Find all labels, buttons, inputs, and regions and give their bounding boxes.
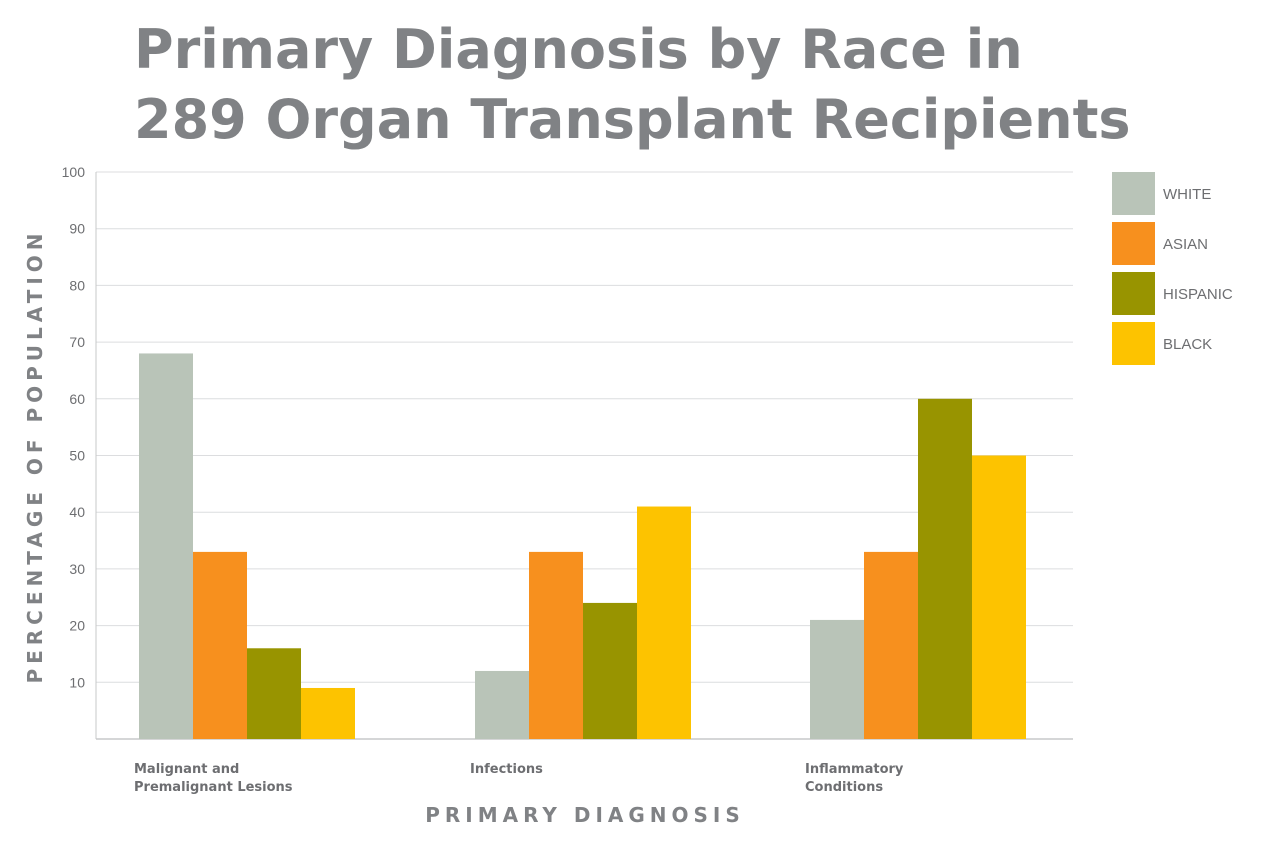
bar-black (972, 455, 1026, 739)
bar-black (637, 506, 691, 739)
y-tick-label: 80 (69, 277, 85, 293)
bar-black (301, 687, 355, 739)
legend-swatch-white (1112, 172, 1155, 215)
bar-hispanic (918, 398, 972, 739)
y-tick-label: 50 (69, 448, 85, 464)
y-tick-label: 90 (69, 221, 85, 237)
x-category-label: Malignant and (134, 762, 239, 777)
bar-hispanic (583, 602, 637, 739)
legend-label-asian: ASIAN (1163, 236, 1208, 253)
y-tick-label: 10 (69, 674, 85, 690)
bar-asian (193, 551, 247, 739)
y-tick-label: 20 (69, 618, 85, 634)
legend-swatch-asian (1112, 222, 1155, 265)
legend-swatch-hispanic (1112, 272, 1155, 315)
chart-title-line-1: Primary Diagnosis by Race in (134, 18, 1023, 81)
y-tick-label: 30 (69, 561, 85, 577)
y-tick-label: 60 (69, 391, 85, 407)
y-tick-label: 40 (69, 504, 85, 520)
legend-swatch-black (1112, 322, 1155, 365)
bar-hispanic (247, 648, 301, 739)
y-tick-label: 100 (62, 164, 86, 180)
x-axis-title: PRIMARY DIAGNOSIS (425, 803, 745, 827)
chart-title-line-2: 289 Organ Transplant Recipients (134, 88, 1131, 151)
bar-asian (864, 551, 918, 739)
x-category-label: Infections (470, 762, 543, 777)
bar-white (475, 670, 529, 739)
x-category-label: Inflammatory (805, 762, 904, 777)
bar-white (139, 353, 193, 739)
legend-label-white: WHITE (1163, 186, 1211, 203)
x-category-label: Conditions (805, 780, 883, 795)
legend-label-hispanic: HISPANIC (1163, 286, 1233, 303)
y-axis-title: PERCENTAGE OF POPULATION (23, 228, 47, 683)
legend-label-black: BLACK (1163, 336, 1212, 353)
x-category-label: Premalignant Lesions (134, 780, 293, 795)
bar-white (810, 619, 864, 739)
bar-asian (529, 551, 583, 739)
y-tick-label: 70 (69, 334, 85, 350)
